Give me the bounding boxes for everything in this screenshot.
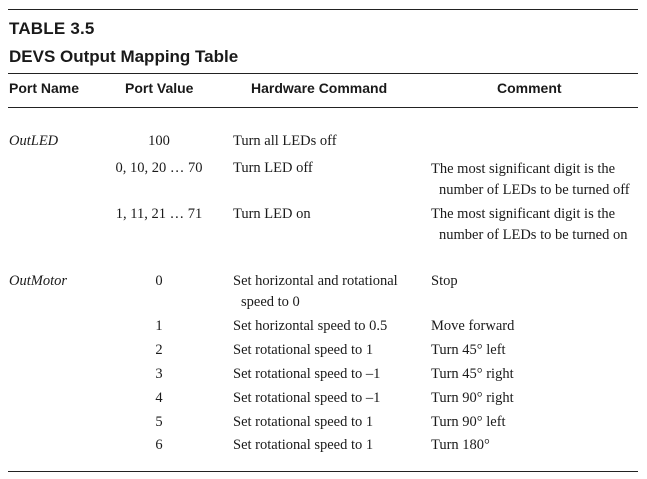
port-name-outmotor: OutMotor [9,273,67,289]
outmotor-row-5-value: 5 [155,414,163,430]
outmotor-row-0-command-line-2: speed to 0 [241,294,300,310]
outled-row-3-comment-line-2: number of LEDs to be turned on [439,227,628,243]
outled-row-1-value: 100 [148,133,170,149]
outmotor-row-2-value: 2 [155,342,163,358]
bottom-rule [8,471,638,472]
header-port-name: Port Name [9,80,80,96]
table-title: DEVS Output Mapping Table [9,47,239,66]
header-rule-bottom [8,107,638,108]
outled-row-2-value: 0, 10, 20 … 70 [115,160,203,176]
header-comment: Comment [497,80,562,96]
header-hardware-command: Hardware Command [251,80,388,96]
top-rule [8,9,638,10]
outmotor-row-6-comment: Turn 180° [431,437,490,453]
outmotor-row-3-comment: Turn 45° right [431,366,514,382]
outmotor-row-6-value: 6 [155,437,163,453]
outmotor-row-2-comment: Turn 45° left [431,342,506,358]
outled-row-1-command: Turn all LEDs off [233,133,337,149]
outmotor-row-3-command: Set rotational speed to –1 [233,366,381,382]
outled-row-2-comment-line-1: The most significant digit is the [431,161,616,177]
outmotor-row-4-command: Set rotational speed to –1 [233,390,381,406]
header-rule-top [8,73,638,74]
outled-row-3-comment-line-1: The most significant digit is the [431,206,616,222]
outmotor-row-4-comment: Turn 90° right [431,390,514,406]
outmotor-row-0-comment: Stop [431,273,458,289]
outmotor-row-1-command: Set horizontal speed to 0.5 [233,318,388,334]
outmotor-row-1-value: 1 [155,318,163,334]
outmotor-row-1-comment: Move forward [431,318,515,334]
port-name-outled: OutLED [9,133,59,149]
outmotor-row-3-value: 3 [155,366,163,382]
header-port-value: Port Value [125,80,194,96]
outled-row-2-comment-line-2: number of LEDs to be turned off [439,182,630,198]
outmotor-row-5-comment: Turn 90° left [431,414,506,430]
outmotor-row-2-command: Set rotational speed to 1 [233,342,374,358]
table-number: TABLE 3.5 [9,19,95,38]
outmotor-row-5-command: Set rotational speed to 1 [233,414,374,430]
outmotor-row-0-command-line-1: Set horizontal and rotational [233,273,398,289]
outmotor-row-6-command: Set rotational speed to 1 [233,437,374,453]
outmotor-row-4-value: 4 [155,390,163,406]
outled-row-3-value: 1, 11, 21 … 71 [115,206,203,222]
outmotor-row-0-value: 0 [155,273,163,289]
outled-row-3-command: Turn LED on [233,206,311,222]
outled-row-2-command: Turn LED off [233,160,313,176]
